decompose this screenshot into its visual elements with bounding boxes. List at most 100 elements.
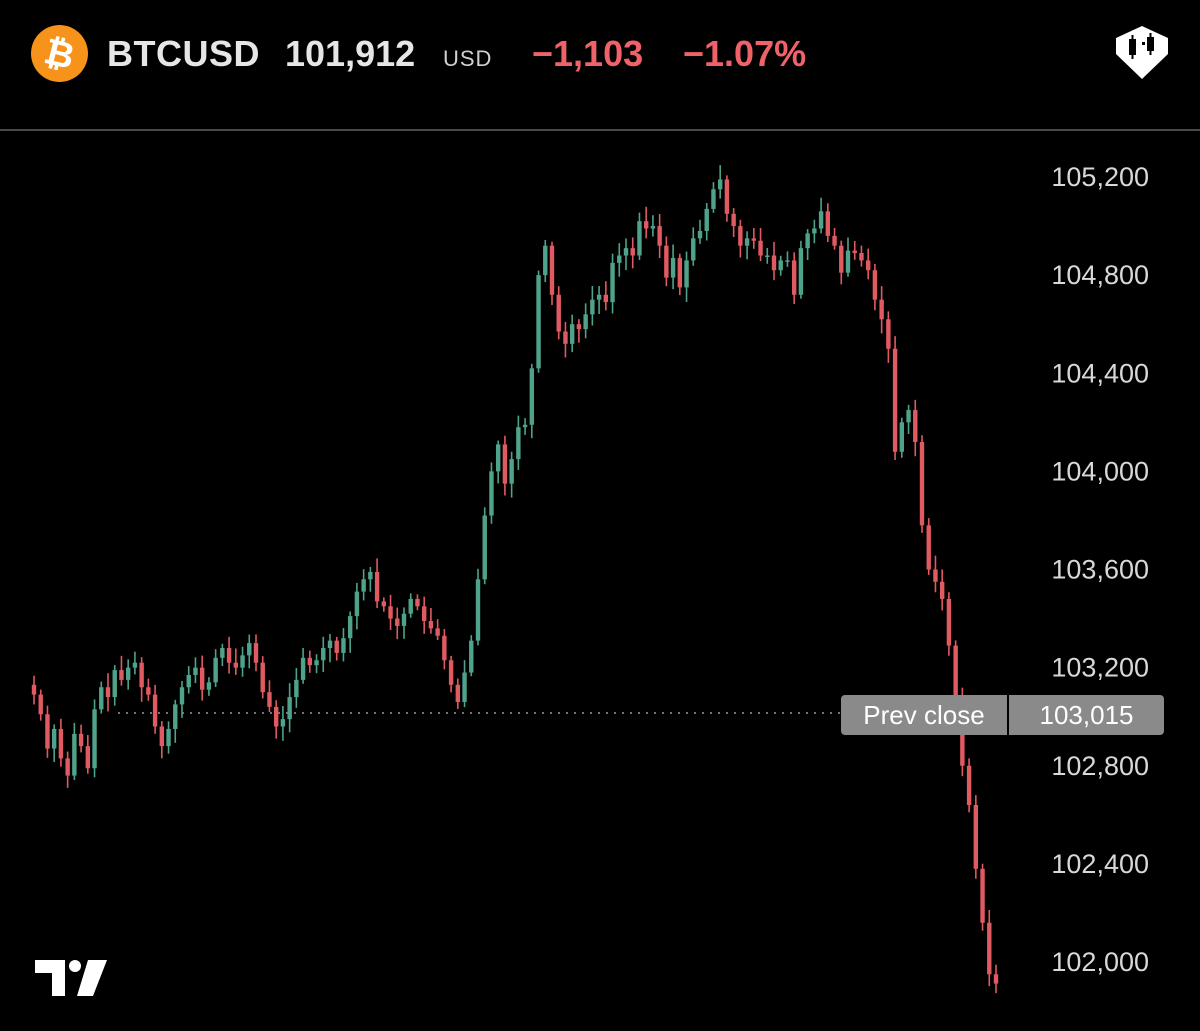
candle-up: [543, 245, 548, 276]
ticker-symbol[interactable]: BTCUSD: [107, 33, 260, 74]
candle-up: [590, 299, 595, 315]
candle-up: [92, 709, 97, 769]
candle-up: [408, 598, 413, 614]
candle-up: [220, 648, 225, 658]
candle-up: [845, 250, 851, 273]
candle-down: [549, 245, 555, 295]
candle-down: [455, 684, 461, 702]
candle-up: [489, 471, 494, 516]
candle-up: [321, 648, 326, 661]
last-price: 101,912: [285, 33, 416, 74]
candle-up: [247, 643, 252, 656]
candle-down: [58, 728, 64, 759]
candle-down: [448, 660, 454, 685]
candle-up: [368, 571, 373, 580]
candle-down: [307, 657, 313, 666]
candle-up: [361, 579, 366, 592]
candle-down: [38, 694, 43, 715]
y-tick-label: 104,400: [1051, 358, 1149, 388]
candle-down: [388, 606, 393, 619]
candle-down: [993, 974, 999, 984]
candles-group: [31, 165, 999, 994]
y-tick-label: 102,400: [1051, 849, 1149, 879]
y-tick-label: 103,600: [1051, 555, 1149, 585]
candle-down: [913, 410, 918, 442]
candle-up: [341, 638, 346, 653]
y-axis[interactable]: 105,200 104,800 104,400 104,000 103,600 103,2…: [1051, 162, 1149, 977]
candle-up: [287, 697, 292, 720]
candle-down: [435, 628, 440, 636]
candle-up: [704, 208, 709, 231]
candle-down: [226, 648, 232, 663]
candle-up: [536, 275, 541, 369]
candle-down: [381, 601, 387, 607]
candle-up: [193, 667, 198, 675]
candle-up: [785, 260, 790, 262]
y-tick-label: 102,000: [1051, 947, 1149, 977]
candle-up: [179, 687, 185, 705]
candle-down: [253, 643, 259, 663]
candle-down: [146, 687, 151, 695]
candle-down: [791, 260, 797, 295]
candle-down: [159, 726, 165, 747]
y-tick-label: 104,000: [1051, 456, 1149, 486]
candle-up: [617, 255, 622, 263]
candle-down: [859, 253, 864, 261]
candle-up: [327, 640, 333, 648]
candle-up: [670, 257, 676, 278]
candle-up: [401, 613, 407, 626]
candle-down: [657, 226, 662, 246]
bitcoin-icon: ₿: [24, 18, 95, 89]
candle-up: [112, 670, 117, 698]
candle-up: [314, 660, 319, 666]
candle-down: [980, 868, 985, 923]
candle-down: [334, 640, 339, 653]
candle-down: [78, 733, 84, 747]
candle-down: [966, 765, 972, 805]
candle-up: [711, 189, 716, 209]
candle-down: [415, 598, 420, 607]
tradingview-logo-icon[interactable]: [35, 960, 107, 996]
candle-up: [173, 704, 178, 729]
candle-down: [267, 692, 272, 707]
candle-up: [818, 211, 824, 229]
candle-down: [563, 331, 568, 344]
candle-down: [630, 248, 635, 256]
candle-down: [865, 260, 871, 271]
candle-up: [610, 262, 615, 303]
candle-up: [509, 459, 514, 484]
candle-down: [939, 581, 945, 599]
candle-down: [374, 571, 380, 602]
price-currency: USD: [443, 46, 493, 71]
candle-down: [738, 226, 743, 246]
candlestick-chart-icon: [1116, 26, 1168, 79]
chart-type-button[interactable]: [1112, 24, 1172, 82]
candle-up: [637, 221, 642, 256]
candle-down: [442, 635, 447, 661]
header-divider: [0, 129, 1200, 131]
candle-down: [152, 694, 158, 727]
candle-down: [987, 922, 992, 975]
y-tick-label: 103,200: [1051, 653, 1149, 683]
candle-up: [765, 255, 770, 257]
candle-down: [724, 179, 730, 214]
candle-down: [832, 235, 837, 246]
candle-down: [260, 662, 265, 693]
candle-up: [51, 728, 57, 749]
candle-down: [872, 270, 878, 300]
candle-up: [684, 260, 689, 288]
candle-up: [72, 733, 77, 776]
y-tick-label: 102,800: [1051, 751, 1149, 781]
candle-up: [300, 657, 306, 680]
y-tick-label: 104,800: [1051, 260, 1149, 290]
candle-down: [886, 319, 891, 349]
candle-up: [596, 294, 602, 300]
candle-down: [139, 662, 144, 688]
y-tick-label: 105,200: [1051, 162, 1149, 192]
candle-down: [946, 598, 952, 646]
candle-down: [31, 684, 37, 695]
candle-up: [166, 728, 171, 747]
price-chart[interactable]: 105,200 104,800 104,400 104,000 103,600 103,2…: [0, 131, 1200, 1031]
candle-up: [906, 410, 911, 423]
candle-down: [973, 805, 979, 869]
